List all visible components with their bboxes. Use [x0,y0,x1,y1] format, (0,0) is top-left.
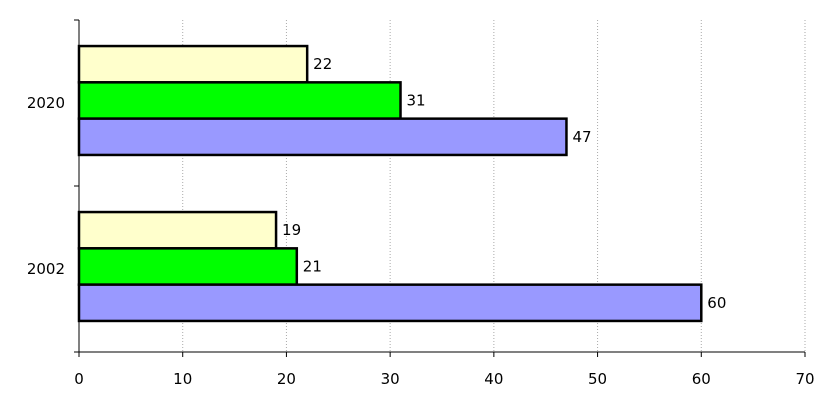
axes [74,19,806,357]
data-label: 60 [707,294,726,312]
x-tick-label: 0 [74,370,84,388]
x-tick-label: 20 [277,370,296,388]
data-label: 21 [303,258,322,276]
x-tick-label: 50 [588,370,607,388]
x-tick-label: 70 [795,370,814,388]
data-label: 22 [313,55,332,73]
bar-2020-series1 [77,44,309,84]
data-label: 19 [282,221,301,239]
category-label: 2020 [27,94,65,112]
bar-2020-series3 [77,117,568,157]
bar-2002-series3 [77,283,703,323]
labels: 0 10 20 30 40 50 60 70 2020 22 31 47 2002 19 21 60 [27,55,815,388]
bar-2002-series1 [77,210,278,250]
x-tick-label: 40 [484,370,503,388]
bar-2020-series2 [77,81,402,120]
x-tick-label: 30 [381,370,400,388]
x-tick-label: 10 [173,370,192,388]
bars [77,44,703,323]
x-tick-label: 60 [692,370,711,388]
bar-2002-series2 [77,247,299,286]
data-label: 31 [407,92,426,110]
category-label: 2002 [27,260,65,278]
data-label: 47 [572,128,591,146]
